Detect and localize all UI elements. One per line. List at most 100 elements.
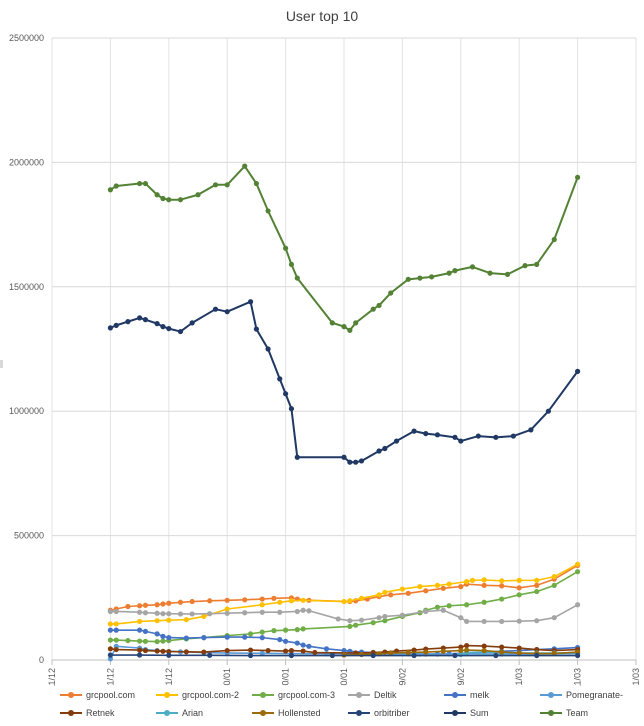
- series-Team: [107, 163, 581, 333]
- data-point: [446, 603, 452, 609]
- data-point: [137, 652, 143, 658]
- data-point: [142, 647, 149, 654]
- x-tick-label: 31/12: [164, 668, 174, 686]
- x-tick-label: 11/12: [47, 668, 57, 686]
- data-point: [347, 623, 353, 630]
- data-point: [288, 598, 295, 604]
- data-point: [464, 602, 470, 608]
- data-point: [458, 647, 464, 654]
- data-point: [481, 643, 487, 649]
- x-tick-label: 19/02: [456, 668, 466, 686]
- data-point: [166, 611, 172, 617]
- data-point: [353, 320, 359, 326]
- data-point: [259, 596, 265, 602]
- data-point: [107, 652, 113, 658]
- data-point: [247, 652, 254, 659]
- y-tick-label: 500000: [14, 531, 44, 541]
- data-point: [160, 195, 166, 202]
- data-point: [166, 652, 172, 658]
- data-point: [399, 612, 405, 618]
- data-point: [370, 306, 376, 312]
- data-point: [113, 621, 119, 627]
- series-grcpool.com-2: [107, 561, 581, 627]
- data-point: [341, 647, 347, 654]
- data-point: [137, 627, 143, 633]
- data-point: [434, 582, 441, 588]
- legend-item: Hollensted: [252, 708, 348, 718]
- data-point: [499, 649, 505, 655]
- data-point: [265, 208, 271, 214]
- data-point: [516, 592, 522, 598]
- legend-item: Arian: [156, 708, 252, 718]
- data-point: [154, 602, 160, 608]
- data-point: [107, 187, 113, 193]
- data-point: [224, 647, 230, 654]
- data-point: [347, 327, 353, 333]
- data-point: [452, 434, 458, 440]
- data-point: [440, 585, 446, 591]
- data-point: [376, 592, 382, 598]
- data-point: [137, 618, 143, 625]
- data-point: [294, 640, 300, 646]
- y-tick-label: 2000000: [9, 157, 44, 167]
- data-point: [329, 320, 335, 326]
- data-point: [113, 627, 119, 633]
- data-point: [575, 652, 581, 659]
- data-point: [142, 602, 149, 608]
- legend-item: orbitriber: [348, 708, 444, 718]
- data-point: [499, 583, 505, 589]
- data-point: [113, 183, 119, 189]
- data-point: [271, 595, 277, 601]
- data-point: [370, 620, 376, 626]
- data-point: [183, 617, 189, 623]
- data-point: [464, 618, 470, 625]
- data-point: [300, 607, 306, 613]
- gridlines: [51, 37, 637, 661]
- data-point: [516, 618, 522, 624]
- data-point: [551, 615, 557, 621]
- data-point: [499, 596, 505, 602]
- data-point: [504, 271, 511, 277]
- legend-swatch: [348, 709, 370, 717]
- data-point: [142, 610, 149, 616]
- data-point: [224, 182, 230, 188]
- x-axis: 11/12 21/12 31/12 10/01 20/01 30/01 09/02 19/02…: [47, 660, 641, 686]
- data-point: [247, 647, 254, 653]
- legend-item: grcpool.com: [60, 690, 156, 700]
- data-point: [207, 652, 213, 658]
- data-point: [201, 635, 207, 641]
- data-point: [189, 598, 195, 605]
- legend-swatch: [540, 709, 562, 717]
- data-point: [423, 608, 429, 615]
- data-point: [475, 433, 481, 439]
- data-point: [283, 638, 289, 644]
- data-point: [259, 650, 265, 656]
- data-point: [107, 621, 113, 627]
- data-point: [253, 326, 259, 332]
- data-point: [423, 649, 429, 655]
- data-point: [154, 638, 160, 645]
- data-point: [166, 635, 172, 641]
- data-point: [242, 163, 248, 169]
- data-point: [458, 438, 464, 444]
- data-point: [528, 427, 534, 433]
- legend-swatch: [252, 709, 274, 717]
- legend-item: melk: [444, 690, 540, 700]
- data-point: [534, 577, 540, 583]
- data-point: [113, 646, 119, 653]
- legend-item: Pomegranate-: [540, 690, 636, 700]
- legend-label: Retnek: [86, 708, 115, 718]
- line-chart: 0 500000 1000000 1500000 2000000 2500000 11/1…: [9, 33, 641, 686]
- data-point: [551, 574, 557, 580]
- data-point: [242, 610, 248, 616]
- data-point: [516, 577, 522, 583]
- data-point: [207, 598, 213, 604]
- data-point: [166, 325, 172, 332]
- data-point: [575, 569, 581, 575]
- legend-item: grcpool.com-3: [252, 690, 348, 700]
- data-point: [575, 368, 581, 374]
- y-tick-label: 2500000: [9, 33, 44, 43]
- data-point: [259, 602, 265, 608]
- data-point: [195, 192, 201, 198]
- data-point: [142, 180, 149, 187]
